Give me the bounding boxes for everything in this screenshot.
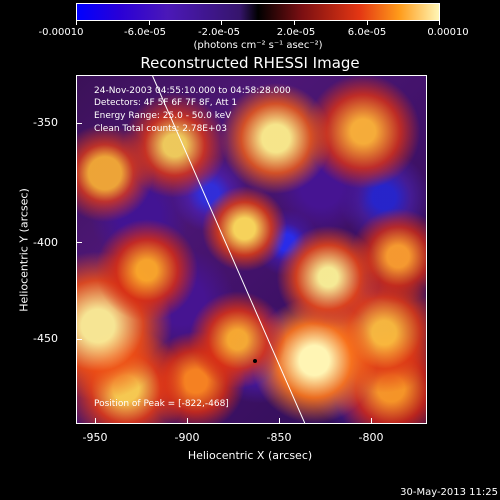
colorbar-tick <box>367 21 368 25</box>
colorbar-label: -6.0e-05 <box>124 27 166 38</box>
x-tick-label: -850 <box>266 431 292 444</box>
y-tick-label: -450 <box>33 332 58 345</box>
colorbar-label: -2.0e-05 <box>198 27 240 38</box>
y-tick-label: -350 <box>33 116 58 129</box>
x-axis-label: Heliocentric X (arcsec) <box>187 449 313 462</box>
x-axis-tick <box>279 418 280 424</box>
colorbar-tick <box>439 21 440 25</box>
y-axis-tick <box>76 123 82 124</box>
x-axis-tick <box>187 418 188 424</box>
image-title: Reconstructed RHESSI Image <box>140 54 360 72</box>
info-line-3: Energy Range: 25.0 - 50.0 keV <box>94 111 232 121</box>
info-line-2: Detectors: 4F 5F 6F 7F 8F, Att 1 <box>94 98 238 108</box>
y-axis-label: Heliocentric Y (arcsec) <box>17 188 31 312</box>
x-tick-label: -800 <box>358 431 384 444</box>
colorbar-label: 2.0e-05 <box>276 27 316 38</box>
colorbar-tick <box>294 21 295 25</box>
timestamp-footer: 30-May-2013 11:25 <box>400 487 498 498</box>
colorbar <box>76 3 440 21</box>
colorbar-label: 6.0e-05 <box>347 27 387 38</box>
peak-marker <box>253 359 257 363</box>
x-axis-tick <box>371 418 372 424</box>
x-tick-label: -900 <box>174 431 200 444</box>
peak-position-label: Position of Peak = [-822,-468] <box>94 399 229 409</box>
info-line-4: Clean Total counts: 2.78E+03 <box>94 124 227 134</box>
colorbar-label: 0.00010 <box>427 27 469 38</box>
y-axis-tick <box>76 242 82 243</box>
info-line-1: 24-Nov-2003 04:55:10.000 to 04:58:28.000 <box>94 86 291 96</box>
colorbar-tick <box>221 21 222 25</box>
colorbar-label: -0.00010 <box>38 27 84 38</box>
x-tick-label: -950 <box>82 431 108 444</box>
colorbar-units: (photons cm⁻² s⁻¹ asec⁻²) <box>193 40 323 51</box>
y-tick-label: -400 <box>33 236 58 249</box>
rhessi-image-plot: 24-Nov-2003 04:55:10.000 to 04:58:28.000… <box>76 75 427 424</box>
colorbar-tick <box>149 21 150 25</box>
x-axis-tick <box>95 418 96 424</box>
y-axis-tick <box>76 339 82 340</box>
colorbar-tick <box>76 21 77 25</box>
